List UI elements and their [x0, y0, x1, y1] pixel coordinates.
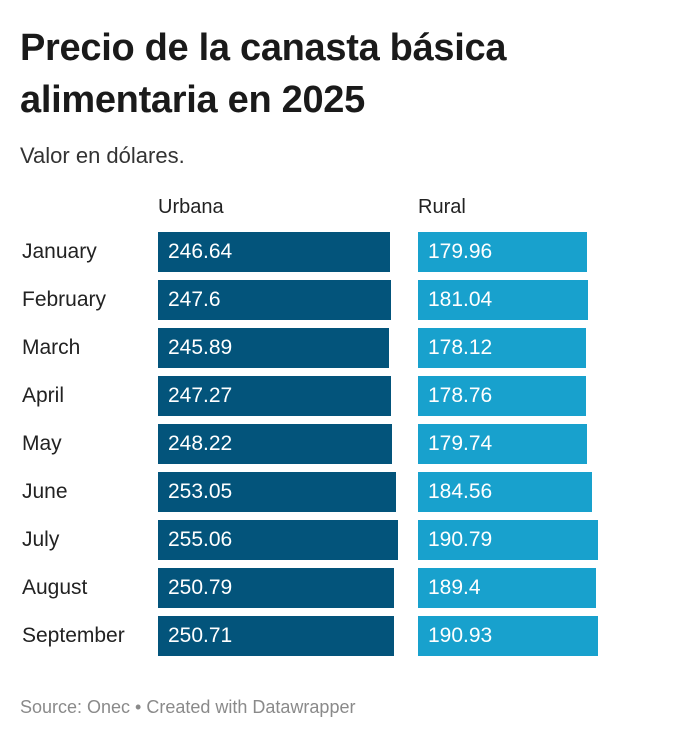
row-label: September — [22, 624, 125, 647]
bar-urbana: 250.71 — [158, 616, 394, 656]
bar-urbana: 247.6 — [158, 280, 391, 320]
row-label: March — [22, 336, 81, 359]
bar-rural: 179.96 — [418, 232, 587, 272]
row-label: April — [22, 384, 65, 407]
row-label: June — [22, 480, 68, 503]
chart-subtitle: Valor en dólares. — [20, 143, 185, 168]
bar-rural: 178.76 — [418, 376, 586, 416]
bar-urbana: 248.22 — [158, 424, 392, 464]
bar-rural: 179.74 — [418, 424, 587, 464]
column-header-rural: Rural — [418, 196, 466, 218]
row-label: July — [22, 528, 60, 551]
row-label: January — [22, 240, 97, 263]
bar-rural: 178.12 — [418, 328, 586, 368]
row-label: February — [22, 288, 107, 311]
row-label: August — [22, 576, 88, 599]
source-footer: Source: Onec • Created with Datawrapper — [20, 697, 356, 717]
bar-rural: 181.04 — [418, 280, 588, 320]
bar-urbana: 246.64 — [158, 232, 390, 272]
bar-urbana: 247.27 — [158, 376, 391, 416]
column-header-urbana: Urbana — [158, 196, 224, 218]
bar-rural: 190.93 — [418, 616, 598, 656]
row-label: May — [22, 432, 62, 455]
bar-rural: 190.79 — [418, 520, 598, 560]
bar-urbana: 245.89 — [158, 328, 389, 368]
bar-urbana: 255.06 — [158, 520, 398, 560]
bar-urbana: 250.79 — [158, 568, 394, 608]
bar-urbana: 253.05 — [158, 472, 396, 512]
bar-rural: 184.56 — [418, 472, 592, 512]
chart-title: Precio de la canasta básica alimentaria … — [20, 27, 507, 121]
bar-rural: 189.4 — [418, 568, 596, 608]
